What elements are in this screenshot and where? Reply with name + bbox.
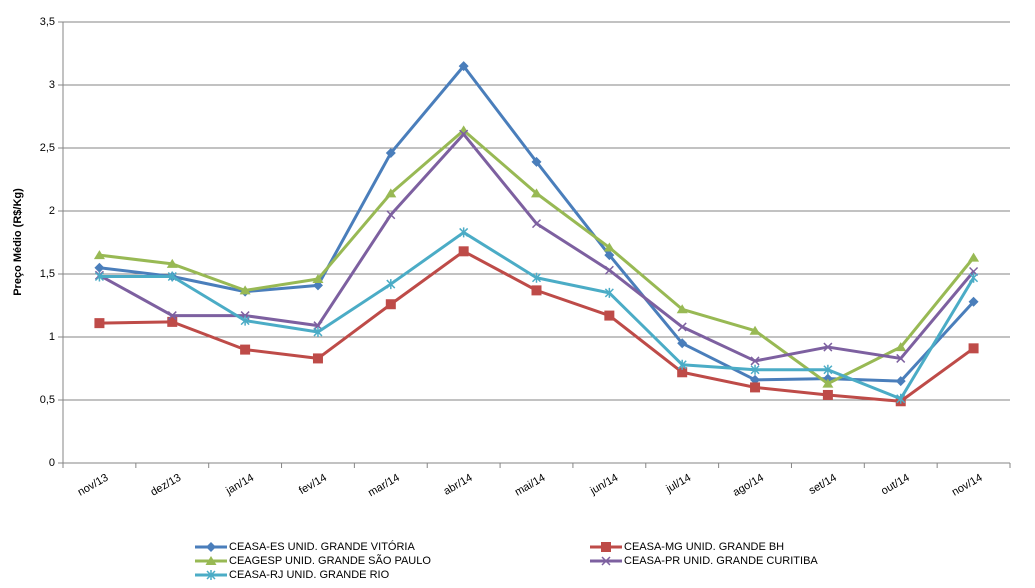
x-tick-label: set/14 [807,472,839,497]
legend-label: CEASA-ES UNID. GRANDE VITÓRIA [229,540,415,553]
marker [750,374,761,385]
marker [167,316,178,327]
marker [313,326,323,337]
marker [459,227,469,238]
marker [240,315,250,326]
marker [750,356,760,366]
marker [968,252,980,262]
legend-label: CEASA-MG UNID. GRANDE BH [624,541,784,553]
marker [677,338,688,349]
marker [531,285,542,296]
x-tick-label: jul/14 [664,472,694,496]
marker [94,262,105,273]
marker [239,285,251,295]
marker [750,364,760,375]
marker [896,393,906,404]
marker [385,188,397,198]
marker [458,61,469,72]
marker [312,274,324,284]
legend-label: CEASA-RJ UNID. GRANDE RIO [229,569,390,581]
marker [822,378,834,388]
marker [601,556,611,566]
marker [750,382,761,393]
marker [385,148,396,159]
marker [240,344,251,355]
x-tick-label: jun/14 [587,472,620,498]
marker [969,272,979,283]
marker [677,359,687,370]
marker [206,542,216,552]
legend-label: CEAGESP UNID. GRANDE SÃO PAULO [229,554,431,567]
marker [604,310,615,321]
legend-item: CEASA-ES UNID. GRANDE VITÓRIA [195,540,415,553]
marker [386,279,396,290]
marker [386,210,396,220]
marker [749,325,761,335]
x-tick-label: nov/13 [76,472,111,499]
marker [604,287,614,298]
y-axis-label: Preço Médio (R$/Kg) [12,188,24,296]
marker [458,246,469,257]
x-tick-label: ago/14 [731,472,766,499]
x-tick-label: mai/14 [513,472,548,499]
marker [531,272,542,283]
x-tick-label: nov/14 [950,472,985,499]
y-tick-label: 0 [49,457,55,469]
marker [93,250,105,260]
marker [531,219,542,229]
legend: CEASA-ES UNID. GRANDE VITÓRIA CEASA-MG UN… [195,540,818,581]
marker [676,304,688,314]
y-tick-label: 3,5 [40,16,55,28]
y-tick-label: 2,5 [40,142,55,154]
legend-label: CEASA-PR UNID. GRANDE CURITIBA [624,555,818,567]
marker [896,353,906,363]
x-tick-label: mar/14 [366,472,402,500]
marker [166,258,178,268]
marker [823,342,833,352]
marker [822,389,833,400]
y-tick-label: 1,5 [40,268,55,280]
legend-item: CEASA-RJ UNID. GRANDE RIO [195,569,390,581]
y-tick-label: 2 [49,205,55,217]
marker [531,156,542,167]
x-tick-label: fev/14 [297,472,329,497]
marker [895,342,907,352]
marker [94,318,105,329]
marker [459,129,469,139]
marker [968,343,979,354]
legend-item: CEAGESP UNID. GRANDE SÃO PAULO [195,554,431,567]
marker [601,542,611,552]
marker [604,250,615,261]
marker [312,353,323,364]
marker [206,570,216,580]
legend-item: CEASA-PR UNID. GRANDE CURITIBA [590,555,818,567]
y-tick-label: 3 [49,79,55,91]
marker [823,364,833,375]
y-tick-label: 0,5 [40,394,55,406]
marker [205,556,217,565]
y-tick-label: 1 [49,331,55,343]
legend-item: CEASA-MG UNID. GRANDE BH [590,541,784,553]
marker [604,265,614,275]
marker [968,296,979,307]
marker [167,271,177,282]
marker [385,299,396,310]
series-line [98,132,975,363]
marker [603,242,615,252]
marker [167,311,177,321]
x-tick-label: out/14 [879,472,911,498]
marker [94,271,104,282]
x-tick-label: jan/14 [223,472,256,498]
marker [895,376,906,387]
x-tick-label: abr/14 [442,472,475,498]
marker [531,188,542,198]
marker [677,367,688,378]
marker [677,322,687,332]
x-tick-label: dez/13 [149,472,184,499]
